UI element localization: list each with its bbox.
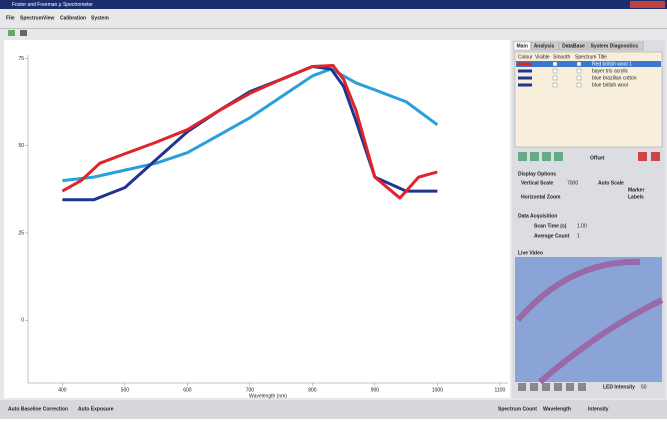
- live-video: [515, 257, 662, 382]
- plot-area: [4, 40, 510, 398]
- checkbox[interactable]: [576, 75, 582, 81]
- column-header: Spectrum Title: [575, 54, 607, 60]
- row-colour: [518, 69, 532, 73]
- window-title: Foster and Freeman μ Spectrometer: [12, 2, 93, 8]
- panel-label: 1.00: [577, 223, 587, 229]
- tool-button[interactable]: [8, 30, 15, 36]
- spectrum-title[interactable]: blue brazilian cotton: [592, 75, 637, 81]
- video-button[interactable]: [578, 383, 586, 391]
- column-header: Smooth: [553, 54, 570, 60]
- checkbox[interactable]: [552, 61, 558, 67]
- y-tick-label: 25: [18, 230, 24, 236]
- row-selected: [516, 61, 661, 67]
- status-label: Auto Baseline Correction: [8, 406, 68, 412]
- tool-button[interactable]: [20, 30, 27, 36]
- status-label: Wavelength: [543, 406, 571, 412]
- title-bar: [0, 0, 667, 9]
- video-button[interactable]: [542, 383, 550, 391]
- x-tick-label: 900: [371, 387, 380, 393]
- status-bar: [0, 400, 667, 419]
- menu-item[interactable]: File: [6, 15, 15, 21]
- panel-label: Horizontal Zoom: [521, 194, 561, 200]
- status-label: Intensity: [588, 406, 609, 412]
- panel-button[interactable]: [542, 152, 551, 161]
- row-colour: [518, 76, 532, 80]
- panel-label: Auto Scale: [598, 180, 624, 186]
- video-fiber: [515, 258, 641, 322]
- x-tick-label: 1000: [432, 387, 443, 393]
- panel-label: Data Acquisition: [518, 213, 557, 219]
- row-colour: [518, 83, 532, 87]
- panel-label: Average Count: [534, 233, 570, 239]
- row-colour: [518, 62, 532, 66]
- panel-button[interactable]: [638, 152, 647, 161]
- video-button[interactable]: [566, 383, 574, 391]
- column-header: Colour: [518, 54, 533, 60]
- spectrum-title[interactable]: bayer tris acrylic: [592, 68, 629, 74]
- panel-label: Scan Time (s): [534, 223, 567, 229]
- checkbox[interactable]: [576, 68, 582, 74]
- checkbox[interactable]: [552, 68, 558, 74]
- panel-button[interactable]: [518, 152, 527, 161]
- panel-button[interactable]: [530, 152, 539, 161]
- panel-label: LED Intensity: [603, 384, 635, 390]
- panel-label: 7000: [567, 180, 578, 186]
- x-tick-label: 600: [183, 387, 192, 393]
- tab-label[interactable]: System Diagnostics: [591, 43, 639, 49]
- tab-label[interactable]: Analysis: [534, 43, 555, 49]
- panel-button[interactable]: [651, 152, 660, 161]
- tab[interactable]: [513, 41, 531, 51]
- tab-label[interactable]: DataBase: [562, 43, 585, 49]
- panel-button[interactable]: [554, 152, 563, 161]
- y-tick-label: 75: [18, 56, 24, 62]
- menu-item[interactable]: View: [43, 15, 54, 21]
- panel-label: 50: [641, 384, 647, 390]
- video-button[interactable]: [530, 383, 538, 391]
- checkbox[interactable]: [576, 61, 582, 67]
- x-tick-label: 400: [58, 387, 67, 393]
- menu-item[interactable]: Calibration: [60, 15, 86, 21]
- y-tick-label: 0: [21, 318, 24, 324]
- menu-item[interactable]: Spectrum: [20, 15, 44, 21]
- video-button[interactable]: [518, 383, 526, 391]
- panel-label: Display Options: [518, 171, 556, 177]
- tab[interactable]: [531, 41, 559, 51]
- video-button[interactable]: [554, 383, 562, 391]
- checkbox[interactable]: [552, 75, 558, 81]
- x-tick-label: 500: [121, 387, 130, 393]
- toolbar-sep: [0, 28, 667, 29]
- x-tick-label: 700: [246, 387, 255, 393]
- panel-label: Offset: [590, 155, 605, 161]
- panel-label: Marker: [628, 187, 644, 193]
- panel-label: 1: [577, 233, 580, 239]
- spectrum-title[interactable]: blue british wool: [592, 82, 628, 88]
- panel-label: Labels: [628, 194, 644, 200]
- panel-label: Vertical Scale: [521, 180, 553, 186]
- panel-label: Live Video: [518, 250, 543, 256]
- spectrum-table: [514, 51, 663, 148]
- tab-label[interactable]: Main: [517, 43, 528, 49]
- spectrum-line: [62, 67, 439, 183]
- x-axis-label: Wavelength (nm): [249, 393, 287, 399]
- column-header: Visible: [535, 54, 550, 60]
- tab[interactable]: [559, 41, 588, 51]
- tab[interactable]: [587, 41, 644, 51]
- menu-item[interactable]: System: [91, 15, 109, 21]
- checkbox[interactable]: [552, 82, 558, 88]
- spectrum-title[interactable]: Red british wool 1: [592, 61, 632, 67]
- checkbox[interactable]: [576, 82, 582, 88]
- status-label: Spectrum Count: [498, 406, 537, 412]
- video-fiber: [538, 297, 664, 385]
- status-label: Auto Exposure: [78, 406, 114, 412]
- x-tick-label: 800: [308, 387, 317, 393]
- y-tick-label: 50: [18, 143, 24, 149]
- window-buttons[interactable]: [630, 1, 665, 8]
- x-tick-label: 1100: [494, 387, 505, 393]
- spectrum-line: [61, 63, 438, 200]
